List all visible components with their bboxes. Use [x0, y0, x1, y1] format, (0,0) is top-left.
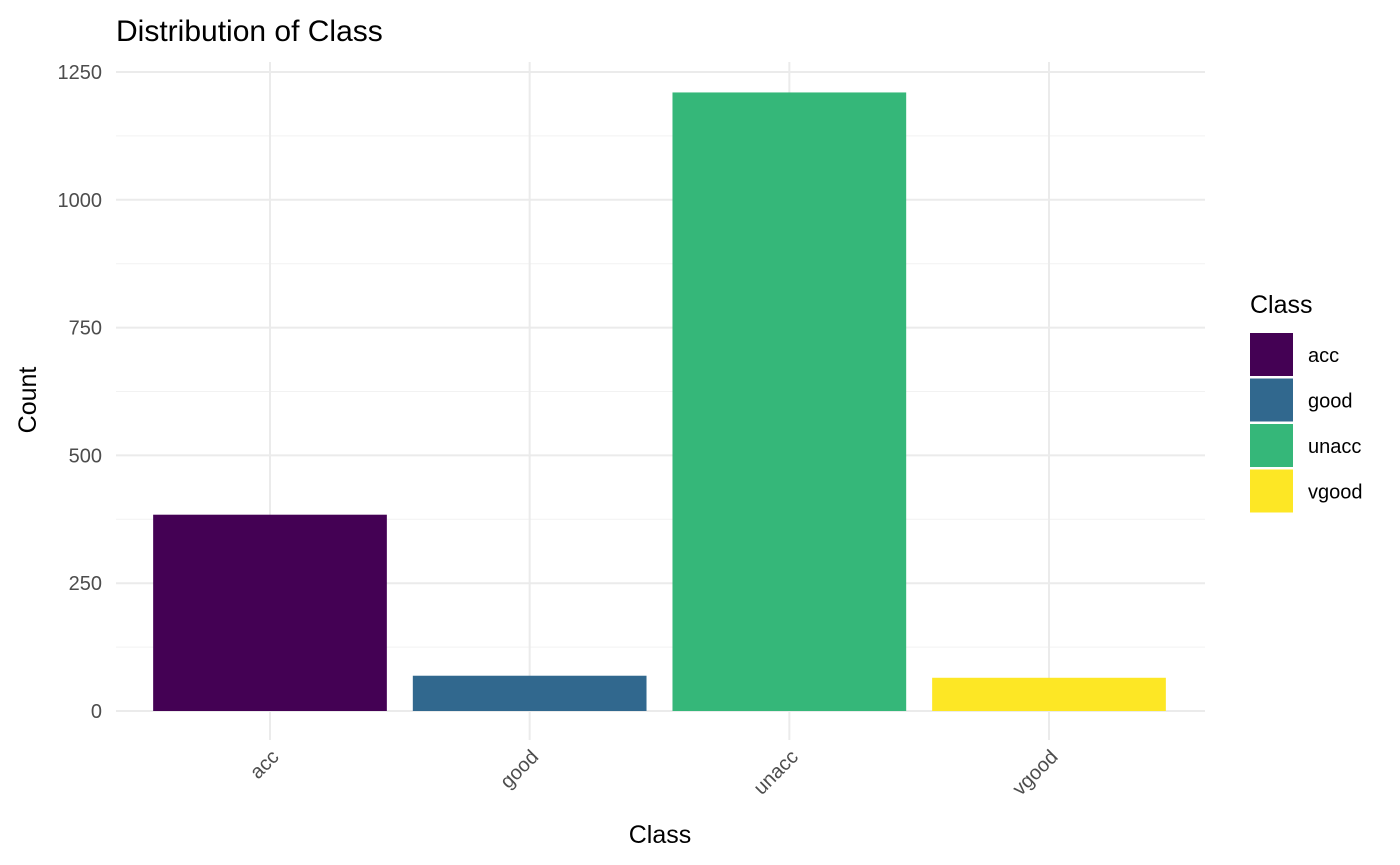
- bars: [153, 92, 1166, 711]
- legend-label-unacc: unacc: [1308, 436, 1361, 458]
- bar-vgood: [932, 677, 1166, 711]
- y-tick-label: 0: [91, 701, 102, 723]
- y-tick-label: 1000: [58, 190, 103, 212]
- y-tick-labels: 0 250 500 750 1000 1250: [58, 62, 103, 723]
- legend-label-good: good: [1308, 391, 1353, 413]
- chart-title: Distribution of Class: [116, 15, 383, 48]
- y-axis-title: Count: [14, 367, 42, 434]
- y-tick-label: 250: [69, 573, 102, 595]
- legend-key-unacc: [1250, 424, 1293, 467]
- x-tick-label-good: good: [496, 746, 543, 793]
- legend-title: Class: [1250, 291, 1313, 319]
- x-tick-labels: acc good unacc vgood: [246, 746, 1063, 800]
- x-tick-label-acc: acc: [246, 746, 284, 784]
- legend-key-good: [1250, 378, 1293, 422]
- legend-key-acc: [1250, 333, 1293, 376]
- x-axis-title: Class: [629, 821, 692, 849]
- bar-acc: [153, 514, 387, 711]
- y-tick-label: 1250: [58, 62, 103, 84]
- legend-label-vgood: vgood: [1308, 482, 1363, 504]
- legend-key-vgood: [1250, 469, 1293, 513]
- y-tick-label: 750: [69, 318, 102, 340]
- x-tick-label-unacc: unacc: [750, 746, 803, 799]
- legend-label-acc: acc: [1308, 345, 1339, 367]
- legend: Class acc good unacc vgood: [1250, 291, 1363, 513]
- y-tick-label: 500: [69, 445, 102, 467]
- x-tick-label-vgood: vgood: [1008, 746, 1062, 800]
- bar-unacc: [672, 92, 907, 711]
- bar-good: [412, 675, 647, 711]
